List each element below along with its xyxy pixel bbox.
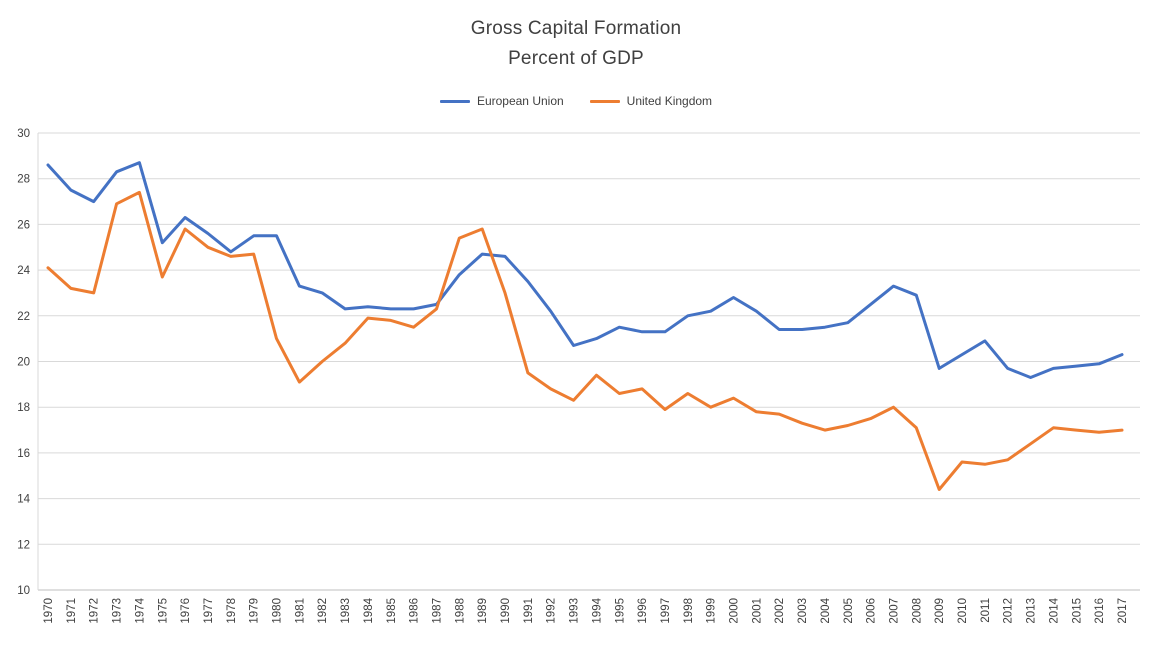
x-tick-label: 1988 — [454, 598, 466, 624]
chart-title: Gross Capital Formation Percent of GDP — [0, 14, 1152, 74]
legend-line-icon-united-kingdom — [589, 99, 620, 103]
x-tick-label: 1983 — [340, 598, 352, 624]
legend-item-united-kingdom[interactable]: United Kingdom — [589, 94, 713, 108]
x-tick-label: 1987 — [431, 598, 443, 624]
x-tick-label: 2009 — [934, 598, 946, 624]
x-tick-label: 2013 — [1026, 598, 1038, 624]
x-tick-label: 1996 — [637, 598, 649, 624]
x-tick-label: 1981 — [294, 598, 306, 624]
x-tick-label: 1975 — [157, 598, 169, 624]
chart-title-line2: Percent of GDP — [508, 48, 644, 69]
x-tick-label: 2004 — [820, 597, 832, 623]
y-tick-label: 18 — [17, 402, 30, 414]
x-tick-label: 1980 — [272, 598, 284, 624]
y-tick-label: 30 — [17, 128, 30, 140]
x-tick-label: 2005 — [843, 598, 855, 624]
x-tick-label: 1998 — [683, 598, 695, 624]
x-tick-label: 1972 — [89, 598, 101, 624]
legend-line-icon-european-union — [439, 99, 470, 103]
y-tick-label: 16 — [17, 448, 30, 460]
x-tick-label: 1977 — [203, 598, 215, 624]
x-tick-label: 2003 — [797, 598, 809, 624]
x-tick-label: 1979 — [249, 598, 261, 624]
legend-label-united-kingdom: United Kingdom — [626, 94, 713, 108]
x-tick-label: 1973 — [112, 598, 124, 624]
x-tick-label: 2011 — [980, 598, 992, 623]
x-tick-label: 1986 — [409, 598, 421, 624]
y-tick-label: 14 — [17, 494, 30, 506]
x-tick-label: 2017 — [1117, 598, 1129, 624]
x-tick-label: 1999 — [706, 598, 718, 624]
x-tick-label: 1974 — [134, 597, 146, 623]
y-axis-labels: 10 12 14 16 18 20 22 24 26 28 30 — [17, 128, 30, 597]
x-tick-label: 1978 — [226, 598, 238, 624]
x-tick-label: 2016 — [1094, 598, 1106, 624]
x-axis-labels: 1970 1971 1972 1973 1974 1975 1976 1977 1978 1979… — [43, 597, 1129, 623]
series-line-united-kingdom[interactable] — [46, 190, 1124, 491]
series-line-european-union[interactable] — [46, 161, 1124, 379]
x-tick-label: 1976 — [180, 598, 192, 624]
y-tick-label: 22 — [17, 311, 30, 323]
x-tick-label: 1990 — [500, 598, 512, 624]
x-tick-label: 1985 — [386, 598, 398, 624]
x-tick-label: 2002 — [774, 598, 786, 624]
y-tick-label: 24 — [17, 265, 30, 277]
chart-title-line1: Gross Capital Formation — [470, 18, 682, 39]
x-tick-label: 2014 — [1048, 597, 1060, 623]
legend-label-european-union: European Union — [476, 94, 564, 108]
x-tick-label: 1989 — [477, 598, 489, 624]
x-tick-label: 1991 — [523, 598, 535, 624]
x-tick-label: 1997 — [660, 598, 672, 624]
x-tick-label: 2001 — [751, 598, 763, 624]
y-tick-label: 12 — [17, 539, 30, 551]
x-tick-label: 1970 — [43, 598, 55, 624]
x-tick-label: 1995 — [614, 598, 626, 624]
x-tick-label: 1971 — [66, 598, 78, 624]
x-tick-label: 2010 — [957, 598, 969, 624]
x-tick-label: 1982 — [317, 598, 329, 624]
y-tick-label: 20 — [17, 357, 30, 369]
legend-item-european-union[interactable]: European Union — [439, 94, 564, 108]
y-tick-label: 26 — [17, 219, 30, 231]
y-tick-label: 10 — [17, 585, 30, 597]
x-tick-label: 2007 — [888, 598, 900, 624]
gridlines — [38, 132, 1140, 591]
x-tick-label: 2000 — [729, 598, 741, 624]
x-tick-label: 2008 — [911, 598, 923, 624]
x-tick-label: 1984 — [363, 597, 375, 623]
x-tick-label: 1993 — [569, 598, 581, 624]
x-tick-label: 2006 — [866, 598, 878, 624]
x-tick-label: 2015 — [1071, 598, 1083, 624]
x-tick-label: 1994 — [591, 597, 603, 623]
x-tick-label: 2012 — [1003, 598, 1015, 624]
y-tick-label: 28 — [17, 174, 30, 186]
x-tick-label: 1992 — [546, 598, 558, 624]
chart-legend: European Union United Kingdom — [0, 94, 1152, 108]
